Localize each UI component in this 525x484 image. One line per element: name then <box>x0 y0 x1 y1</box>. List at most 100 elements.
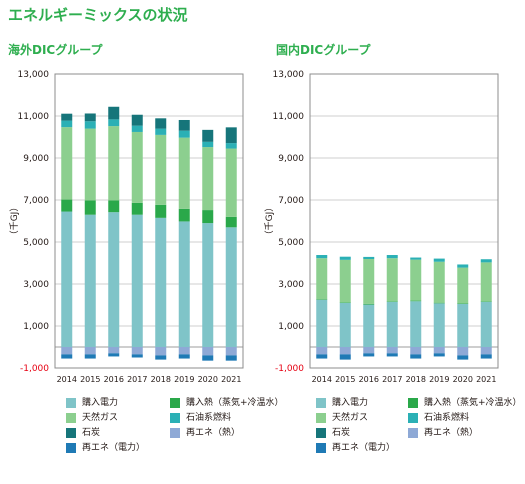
x-tick-label: 2014 <box>57 375 77 384</box>
bar-renewable-heat <box>178 347 190 355</box>
bar-natural-gas <box>316 258 328 300</box>
bar-renewable-electricity <box>155 355 167 360</box>
bar-purchased-heat <box>410 300 422 302</box>
y-tick-label: -1,000 <box>20 364 49 374</box>
bar-renewable-electricity <box>339 354 351 360</box>
bar-renewable-heat <box>61 347 73 355</box>
bar-oil-fuel <box>386 255 398 259</box>
bar-purchased-heat <box>178 208 190 222</box>
bar-natural-gas <box>108 126 120 201</box>
bar-purchased-electricity <box>202 223 214 347</box>
bar-coal <box>131 114 143 126</box>
bar-renewable-heat <box>339 347 351 355</box>
bar-renewable-heat <box>155 347 167 356</box>
x-tick-label: 2017 <box>382 375 402 384</box>
y-tick-label: 11,000 <box>273 112 305 122</box>
bar-purchased-electricity <box>155 217 167 347</box>
bar-renewable-heat <box>202 347 214 356</box>
bar-oil-fuel <box>363 256 375 260</box>
x-tick-label: 2021 <box>476 375 496 384</box>
bar-purchased-heat <box>155 204 167 218</box>
bar-natural-gas <box>386 258 398 302</box>
domestic-chart-title: 国内DICグループ <box>276 43 371 57</box>
legend-swatch <box>170 398 180 408</box>
legend-label: 再エネ（電力） <box>332 443 396 453</box>
bar-renewable-electricity <box>363 353 375 357</box>
bar-purchased-electricity <box>61 211 73 347</box>
bar-purchased-electricity <box>316 299 328 347</box>
bar-renewable-heat <box>457 347 469 356</box>
y-tick-label: 5,000 <box>278 238 304 248</box>
legend-swatch <box>66 413 76 423</box>
bar-renewable-electricity <box>457 355 469 360</box>
x-tick-label: 2018 <box>406 375 426 384</box>
legend-swatch <box>66 443 76 453</box>
bar-purchased-electricity <box>339 302 351 347</box>
bar-natural-gas <box>480 262 492 302</box>
bar-natural-gas <box>433 261 445 303</box>
legend-label: 天然ガス <box>82 413 119 423</box>
bar-oil-fuel <box>108 119 120 127</box>
legend-swatch <box>316 413 326 423</box>
y-tick-label: 13,000 <box>18 70 50 80</box>
bar-renewable-electricity <box>433 353 445 357</box>
bar-renewable-heat <box>433 347 445 354</box>
bar-purchased-heat <box>131 202 143 215</box>
bar-natural-gas <box>225 148 237 217</box>
bar-renewable-heat <box>316 347 328 355</box>
legend-label: 天然ガス <box>332 413 369 423</box>
bar-oil-fuel <box>61 120 73 128</box>
bar-oil-fuel <box>480 259 492 263</box>
bar-natural-gas <box>131 131 143 203</box>
bar-purchased-electricity <box>363 304 375 347</box>
legend-label: 購入電力 <box>82 398 119 408</box>
legend-swatch <box>170 428 180 438</box>
bar-purchased-heat <box>386 301 398 302</box>
bar-oil-fuel <box>202 141 214 148</box>
bar-renewable-electricity <box>316 354 328 359</box>
y-tick-label: 11,000 <box>18 112 50 122</box>
legend-label: 再エネ（熱） <box>186 428 241 438</box>
legend-label: 購入熱（蒸気+冷温水） <box>186 398 284 408</box>
bar-natural-gas <box>202 147 214 211</box>
bar-oil-fuel <box>339 256 351 260</box>
x-tick-label: 2014 <box>312 375 332 384</box>
bar-natural-gas <box>155 134 167 205</box>
bar-oil-fuel <box>225 143 237 149</box>
legend-label: 石炭 <box>82 428 101 438</box>
y-tick-label: 3,000 <box>23 280 49 290</box>
y-tick-label: 1,000 <box>278 322 304 332</box>
y-tick-label: 3,000 <box>278 280 304 290</box>
bar-renewable-electricity <box>480 354 492 359</box>
bar-renewable-heat <box>363 347 375 354</box>
y-axis-label: （千GJ） <box>9 203 20 240</box>
bar-coal <box>155 118 167 129</box>
legend-label: 石炭 <box>332 428 351 438</box>
y-tick-label: -1,000 <box>275 364 304 374</box>
bar-renewable-electricity <box>178 354 190 359</box>
y-tick-label: 7,000 <box>23 196 49 206</box>
plot-frame <box>309 73 499 369</box>
legend-swatch <box>316 428 326 438</box>
x-tick-label: 2016 <box>104 375 124 384</box>
bar-coal <box>225 127 237 144</box>
bar-renewable-electricity <box>202 355 214 361</box>
bar-oil-fuel <box>316 255 328 259</box>
bar-renewable-electricity <box>131 354 143 358</box>
bar-renewable-heat <box>480 347 492 355</box>
bar-purchased-heat <box>108 200 120 213</box>
bar-purchased-heat <box>225 216 237 228</box>
bar-oil-fuel <box>410 257 422 260</box>
bar-renewable-heat <box>386 347 398 354</box>
y-tick-label: 9,000 <box>23 154 49 164</box>
page-title: エネルギーミックスの状況 <box>8 6 188 24</box>
bar-natural-gas <box>410 259 422 301</box>
bar-oil-fuel <box>84 121 96 129</box>
legend-label: 石油系燃料 <box>186 413 232 423</box>
bar-natural-gas <box>457 267 469 304</box>
legend-label: 購入電力 <box>332 398 369 408</box>
y-tick-label: 5,000 <box>23 238 49 248</box>
bar-purchased-electricity <box>480 301 492 347</box>
x-tick-label: 2019 <box>429 375 449 384</box>
bar-renewable-heat <box>131 347 143 355</box>
